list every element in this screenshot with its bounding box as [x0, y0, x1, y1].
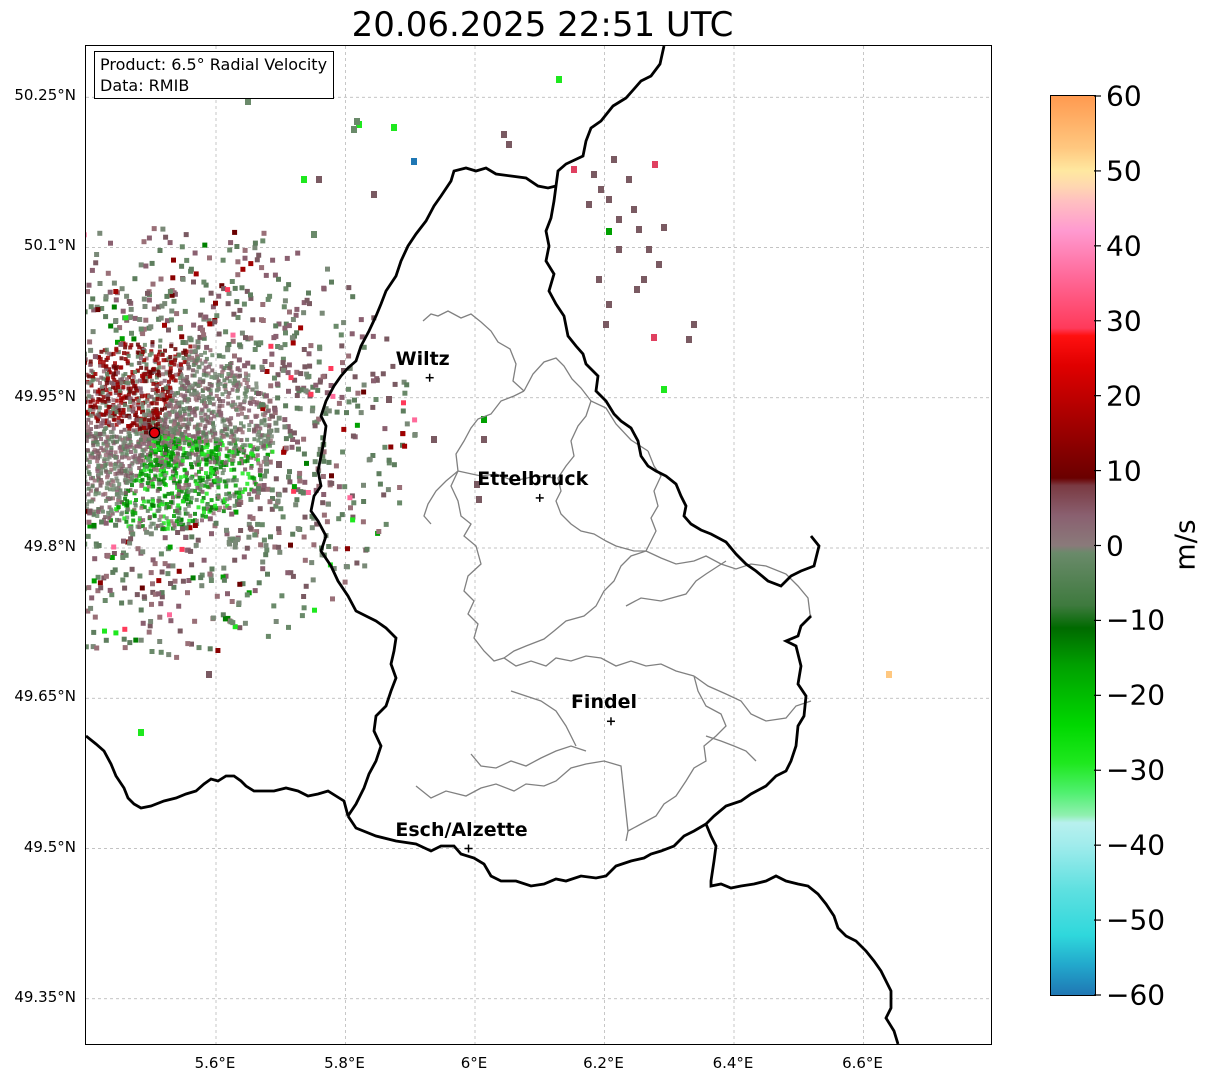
radar-echoes [86, 76, 892, 736]
lat-tick-label: 49.65°N [14, 687, 76, 706]
city-marker [425, 373, 434, 382]
colorbar-tick-label: 60 [1106, 79, 1142, 113]
colorbar-tick-label: −10 [1106, 603, 1166, 637]
product-info-box: Product: 6.5° Radial Velocity Data: RMIB [94, 51, 335, 99]
colorbar-tick-label: −50 [1106, 903, 1166, 937]
colorbar-tick-label: −30 [1106, 753, 1166, 787]
colorbar-ticks [1094, 95, 1101, 996]
city-label: Findel [570, 691, 637, 714]
colorbar-unit-label: m/s [1168, 519, 1202, 571]
lat-tick-label: 50.25°N [14, 86, 76, 105]
radar-site-marker[interactable] [148, 427, 161, 439]
lon-tick-label: 6.2°E [583, 1054, 624, 1072]
colorbar-tick-label: −20 [1106, 678, 1166, 712]
city-marker [606, 717, 615, 726]
lon-tick-label: 6.4°E [712, 1054, 754, 1072]
colorbar-tick-label: 40 [1106, 229, 1142, 263]
colorbar-tick-label: −60 [1106, 978, 1166, 1012]
colorbar-tick-label: −40 [1106, 828, 1166, 862]
colorbar-gradient [1051, 96, 1095, 995]
lon-tick-label: 5.8°E [324, 1054, 365, 1072]
lat-tick-label: 50.1°N [23, 236, 76, 255]
lon-tick-label: 5.6°E [194, 1054, 236, 1072]
graticule [86, 46, 991, 1044]
map-panel[interactable] [85, 45, 992, 1045]
lat-tick-label: 49.8°N [23, 537, 76, 555]
city-label: Esch/Alzette [395, 818, 528, 841]
city-markers [425, 373, 615, 853]
city-label: Wiltz [395, 347, 450, 370]
colorbar-tick-label: 0 [1106, 529, 1124, 562]
city-label: Ettelbruck [477, 467, 589, 490]
lat-tick-label: 49.35°N [14, 987, 76, 1006]
colorbar-tick-label: 10 [1106, 454, 1142, 488]
colorbar-tick-label: 20 [1106, 379, 1142, 413]
lat-tick-label: 49.5°N [23, 837, 76, 856]
lon-tick-label: 6.6°E [842, 1054, 883, 1072]
map-title: 20.06.2025 22:51 UTC [351, 5, 734, 45]
map-canvas[interactable] [86, 46, 992, 1045]
product-label: Product: 6.5° Radial Velocity [100, 55, 328, 74]
city-marker [535, 493, 544, 502]
colorbar-tick-label: 50 [1106, 154, 1142, 188]
city-marker [464, 844, 473, 853]
lon-tick-label: 6°E [460, 1054, 488, 1072]
lat-tick-label: 49.95°N [14, 386, 76, 405]
national-borders [86, 46, 900, 1044]
canton-boundaries [415, 310, 812, 842]
data-source-label: Data: RMIB [100, 76, 190, 95]
colorbar-tick-label: 30 [1106, 304, 1142, 338]
colorbar [1050, 95, 1096, 996]
